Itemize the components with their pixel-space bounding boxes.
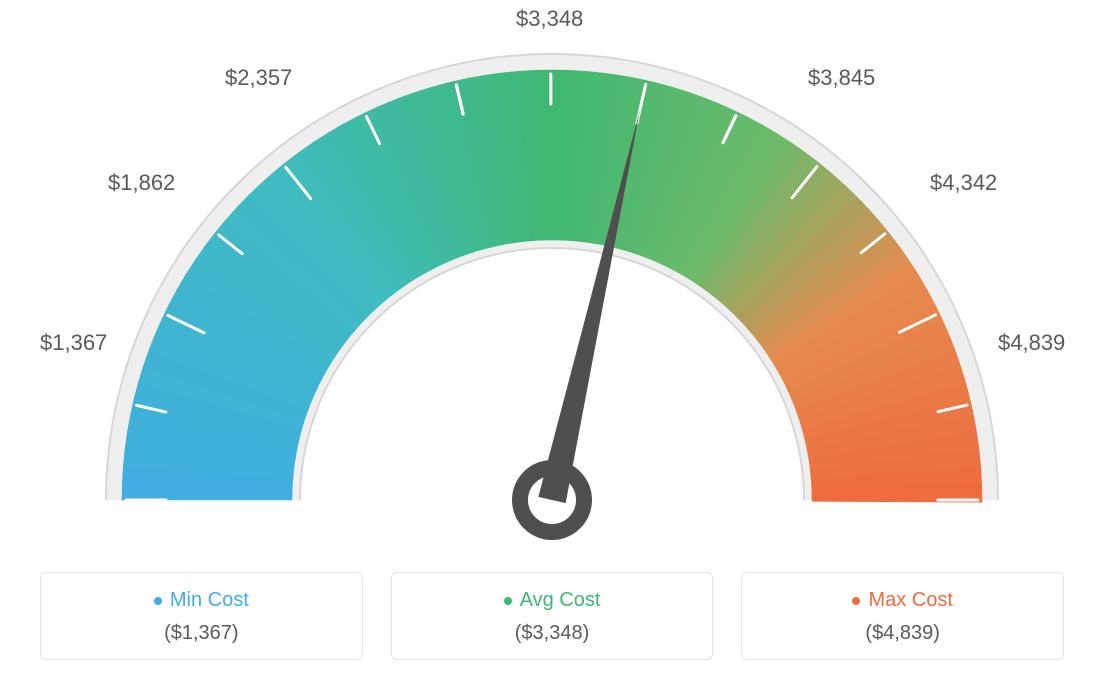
gauge-tick-label: $4,342 xyxy=(930,170,997,196)
legend-card-min: Min Cost ($1,367) xyxy=(40,572,363,660)
legend-card-max: Max Cost ($4,839) xyxy=(741,572,1064,660)
gauge-tick-label: $1,862 xyxy=(108,170,175,196)
cost-gauge: $1,367 $1,862 $2,357 $3,348 $3,845 $4,342 $4,8… xyxy=(0,0,1104,560)
legend-value-avg: ($3,348) xyxy=(402,622,703,645)
legend-card-avg: Avg Cost ($3,348) xyxy=(391,572,714,660)
dot-icon xyxy=(504,597,512,605)
legend-title-avg: Avg Cost xyxy=(504,589,601,612)
gauge-tick-label: $1,367 xyxy=(40,330,107,356)
legend-row: Min Cost ($1,367) Avg Cost ($3,348) Max … xyxy=(40,572,1064,660)
gauge-tick-label: $2,357 xyxy=(225,65,292,91)
dot-icon xyxy=(852,597,860,605)
legend-title-text: Avg Cost xyxy=(520,589,601,612)
legend-value-min: ($1,367) xyxy=(51,622,352,645)
gauge-tick-label: $3,348 xyxy=(516,6,583,32)
dot-icon xyxy=(154,597,162,605)
legend-value-max: ($4,839) xyxy=(752,622,1053,645)
legend-title-max: Max Cost xyxy=(852,589,952,612)
gauge-tick-label: $3,845 xyxy=(808,65,875,91)
gauge-tick-label: $4,839 xyxy=(998,330,1065,356)
legend-title-min: Min Cost xyxy=(154,589,249,612)
legend-title-text: Max Cost xyxy=(868,589,952,612)
legend-title-text: Min Cost xyxy=(170,589,249,612)
